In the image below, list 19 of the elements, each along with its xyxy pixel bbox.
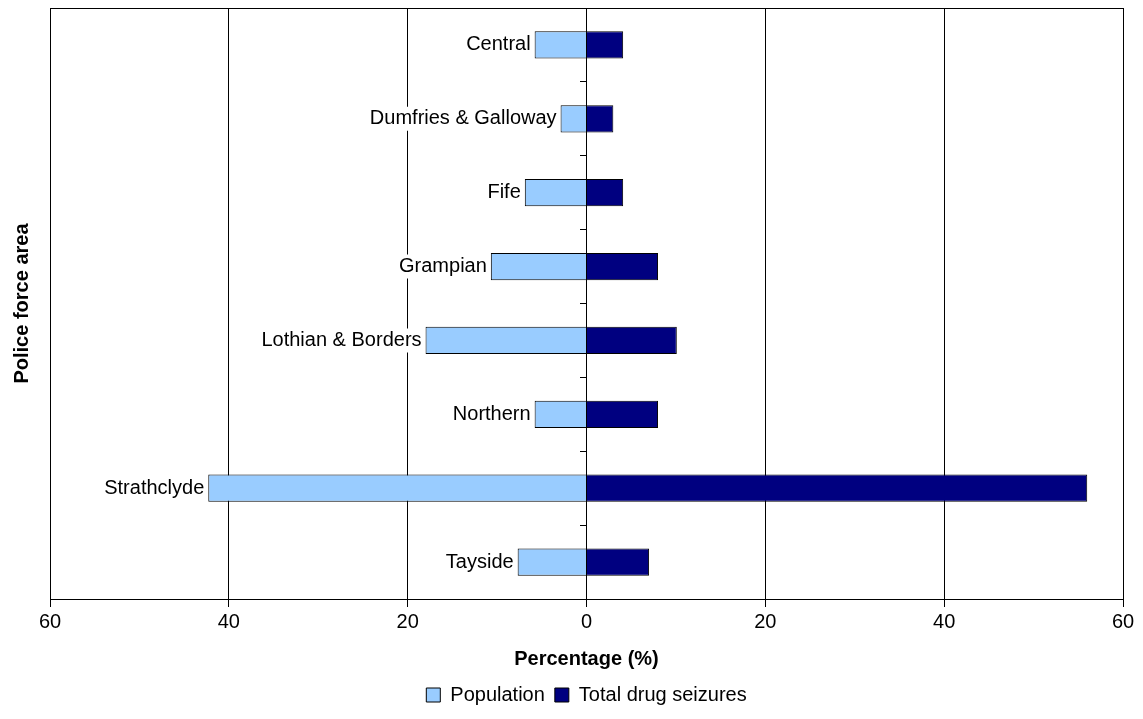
- x-tick-label: 60: [38, 609, 62, 632]
- x-tick-label: 60: [1111, 609, 1135, 632]
- legend-label: Population: [450, 682, 545, 705]
- x-tick-label: 20: [754, 609, 777, 632]
- x-tick-label: 40: [933, 609, 956, 632]
- x-axis-title: Percentage (%): [514, 646, 659, 669]
- x-tick-label: 40: [217, 609, 240, 632]
- y-tick-label: Lothian & Borders: [261, 327, 422, 350]
- y-tick-label: Northern: [452, 401, 531, 424]
- y-tick-label: Tayside: [445, 549, 514, 572]
- x-tick-label: 20: [396, 609, 419, 632]
- x-tick-label: 0: [580, 609, 593, 632]
- y-tick-label: Central: [466, 32, 531, 55]
- y-axis-title: Police force area: [9, 222, 32, 384]
- y-tick-label: Dumfries & Galloway: [369, 106, 557, 129]
- y-tick-label: Fife: [487, 180, 521, 203]
- legend-label: Total drug seizures: [578, 682, 747, 705]
- y-tick-label: Strathclyde: [104, 475, 205, 498]
- y-tick-label: Grampian: [399, 254, 487, 277]
